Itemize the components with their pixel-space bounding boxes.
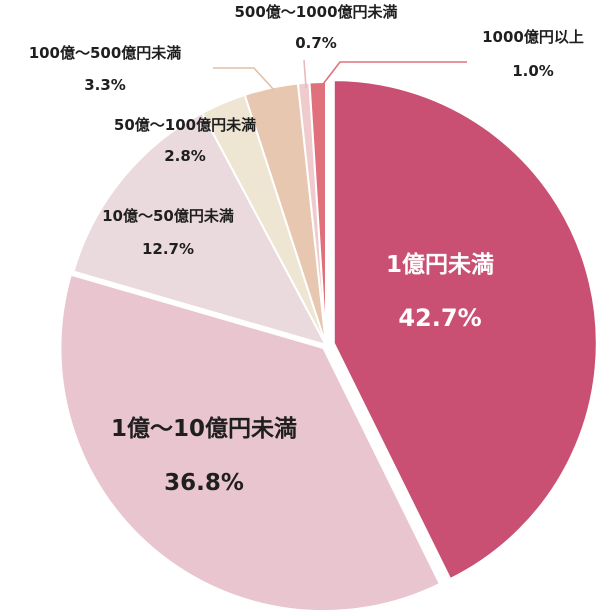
leader-line-7 (319, 61, 467, 89)
slice-category-label: 1000億円以上 (482, 28, 584, 46)
slice-value-label: 36.8% (164, 470, 244, 496)
slice-category-label: 1億～10億円未満 (111, 415, 297, 442)
leader-line-6 (303, 59, 307, 89)
pie-labels: 1億円未満 42.7% 1億～10億円未満 36.8% 10億～50億円未満 12.7% 5… (29, 3, 584, 496)
pie-leader-lines (213, 59, 467, 91)
slice-category-label: 100億～500億円未満 (29, 44, 182, 62)
slice-value-label: 12.7% (142, 240, 194, 258)
slice-category-label: 1億円未満 (386, 251, 494, 278)
slice-value-label: 1.0% (512, 62, 554, 80)
slice-category-label: 50億～100億円未満 (114, 116, 256, 134)
pie-slice-7 (308, 81, 327, 346)
slice-category-label: 10億～50億円未満 (102, 207, 234, 225)
slice-value-label: 3.3% (84, 76, 126, 94)
leader-line-5 (213, 67, 275, 91)
pie-slices (59, 79, 598, 613)
slice-category-label: 500億～1000億円未満 (234, 3, 397, 21)
pie-slice-1 (332, 79, 598, 580)
pie-slice-3 (72, 111, 327, 346)
pie-slice-2 (59, 273, 441, 613)
slice-value-label: 0.7% (295, 34, 337, 52)
slice-value-label: 2.8% (164, 147, 206, 165)
slice-value-label: 42.7% (398, 304, 481, 332)
